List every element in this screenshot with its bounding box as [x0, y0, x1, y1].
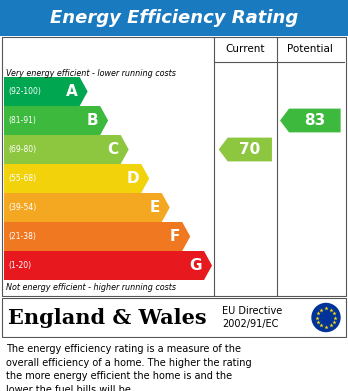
- Text: Energy Efficiency Rating: Energy Efficiency Rating: [50, 9, 298, 27]
- Text: (92-100): (92-100): [8, 87, 41, 96]
- Text: (1-20): (1-20): [8, 261, 31, 270]
- Text: C: C: [108, 142, 119, 157]
- Text: 83: 83: [304, 113, 325, 128]
- Text: (21-38): (21-38): [8, 232, 36, 241]
- Text: Very energy efficient - lower running costs: Very energy efficient - lower running co…: [6, 68, 176, 77]
- Text: F: F: [170, 229, 180, 244]
- Circle shape: [312, 303, 340, 332]
- Text: (39-54): (39-54): [8, 203, 36, 212]
- Bar: [2, 37, 346, 296]
- Text: E: E: [149, 200, 160, 215]
- Polygon shape: [4, 135, 129, 164]
- Text: Current: Current: [226, 44, 265, 54]
- Text: D: D: [127, 171, 139, 186]
- Text: (69-80): (69-80): [8, 145, 36, 154]
- Text: EU Directive
2002/91/EC: EU Directive 2002/91/EC: [222, 306, 282, 329]
- Bar: [2, 298, 346, 337]
- Polygon shape: [4, 193, 170, 222]
- Text: England & Wales: England & Wales: [8, 307, 207, 328]
- Polygon shape: [4, 251, 212, 280]
- Text: (81-91): (81-91): [8, 116, 36, 125]
- Text: G: G: [190, 258, 202, 273]
- Bar: [0, 0, 348, 36]
- Polygon shape: [4, 222, 190, 251]
- Text: Potential: Potential: [287, 44, 333, 54]
- Polygon shape: [219, 138, 272, 161]
- Text: B: B: [87, 113, 98, 128]
- Polygon shape: [4, 106, 108, 135]
- Polygon shape: [4, 164, 149, 193]
- Text: 70: 70: [239, 142, 260, 157]
- Polygon shape: [280, 109, 341, 133]
- Bar: [0, 338, 348, 391]
- Text: Not energy efficient - higher running costs: Not energy efficient - higher running co…: [6, 283, 176, 292]
- Bar: [0, 36, 348, 297]
- Text: The energy efficiency rating is a measure of the
overall efficiency of a home. T: The energy efficiency rating is a measur…: [6, 344, 252, 391]
- Bar: [0, 297, 348, 338]
- Text: (55-68): (55-68): [8, 174, 36, 183]
- Polygon shape: [4, 77, 88, 106]
- Text: A: A: [66, 84, 78, 99]
